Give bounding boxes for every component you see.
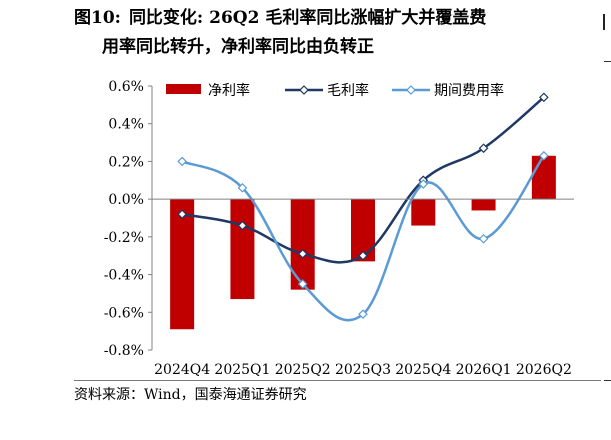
net-margin-bar bbox=[170, 199, 195, 330]
net-margin-bar bbox=[290, 199, 315, 290]
legend-expense-ratio: 期间费用率 bbox=[392, 82, 504, 99]
net-margin-bar bbox=[471, 199, 496, 211]
edge-tick bbox=[604, 380, 611, 381]
x-tick-label: 2026Q2 bbox=[516, 362, 572, 378]
legend-net-margin: 净利率 bbox=[166, 82, 250, 99]
y-tick-label: 0.2% bbox=[108, 154, 144, 170]
x-tick-label: 2025Q1 bbox=[214, 362, 270, 378]
legend-marker bbox=[299, 85, 309, 95]
expense-ratio-point bbox=[478, 233, 489, 244]
figure-title-line2: 用率同比转升，净利率同比由负转正 bbox=[102, 37, 374, 57]
gross-margin-point bbox=[177, 209, 187, 220]
chart-legend: 净利率 毛利率 期间费用率 bbox=[166, 82, 504, 99]
gross-margin-point bbox=[539, 92, 549, 103]
y-tick-label: 0.4% bbox=[108, 117, 144, 133]
y-tick-label: -0.2% bbox=[104, 230, 144, 246]
x-tick-label: 2026Q1 bbox=[456, 362, 512, 378]
expense-ratio-point bbox=[177, 156, 187, 167]
page-edge-fragment bbox=[601, 0, 611, 440]
figure-label: 图10: bbox=[74, 8, 121, 28]
expense-ratio-point bbox=[418, 179, 429, 189]
legend-swatch bbox=[166, 84, 201, 94]
y-tick-label: -0.4% bbox=[104, 268, 144, 284]
x-tick-label: 2024Q4 bbox=[154, 362, 210, 378]
expense-ratio-point bbox=[539, 150, 549, 161]
x-tick-label: 2025Q3 bbox=[335, 362, 391, 378]
line-series bbox=[177, 92, 549, 322]
gross-margin-point bbox=[478, 143, 489, 154]
gross-margin-point bbox=[237, 220, 248, 231]
legend-label: 期间费用率 bbox=[434, 82, 504, 99]
y-tick-label: 0.0% bbox=[108, 192, 144, 208]
x-tick-label: 2025Q2 bbox=[275, 362, 331, 378]
y-tick-label: -0.8% bbox=[104, 343, 144, 359]
net-margin-bar bbox=[411, 199, 436, 226]
legend-label: 净利率 bbox=[208, 82, 250, 99]
net-margin-bars bbox=[170, 155, 556, 330]
legend-label: 毛利率 bbox=[327, 82, 369, 99]
net-margin-bar bbox=[230, 199, 255, 300]
expense-ratio-point bbox=[297, 279, 308, 289]
y-axis: -0.8% -0.6% -0.4% -0.2% 0.0% 0.2% 0.4% 0.6% bbox=[104, 79, 153, 359]
net-margin-bar bbox=[531, 155, 556, 200]
y-tick-label: -0.6% bbox=[104, 305, 144, 321]
gross-margin-point bbox=[358, 250, 368, 261]
edge-mark bbox=[603, 14, 611, 30]
edge-tick bbox=[604, 61, 611, 62]
figure-title-text1: 同比变化: 26Q2 毛利率同比涨幅扩大并覆盖费 bbox=[128, 8, 487, 28]
legend-marker bbox=[406, 85, 416, 95]
source-divider bbox=[74, 380, 601, 381]
expense-ratio-point bbox=[358, 309, 368, 320]
x-tick-label: 2025Q4 bbox=[395, 362, 451, 378]
x-axis: 2024Q4 2025Q1 2025Q2 2025Q3 2025Q4 2026Q1 2026… bbox=[152, 198, 574, 378]
y-tick-label: 0.6% bbox=[108, 79, 144, 95]
figure-title: 图10: 同比变化: 26Q2 毛利率同比涨幅扩大并覆盖费 用率同比转升，净利率同… bbox=[74, 4, 594, 62]
figure-title-line1: 图10: 同比变化: 26Q2 毛利率同比涨幅扩大并覆盖费 bbox=[74, 4, 594, 33]
legend-gross-margin: 毛利率 bbox=[285, 82, 369, 99]
expense-ratio-point bbox=[237, 182, 248, 193]
source-note: 资料来源：Wind，国泰海通证券研究 bbox=[74, 387, 307, 403]
gross-margin-point bbox=[297, 248, 308, 259]
